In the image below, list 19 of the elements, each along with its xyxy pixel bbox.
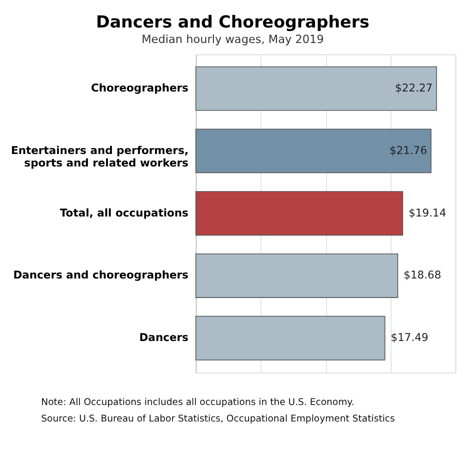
y-tick-label: Dancers and choreographers — [13, 268, 188, 282]
source-note: Source: U.S. Bureau of Labor Statistics, Occupational Employment Statistics — [41, 413, 396, 424]
data-label: $17.49 — [390, 331, 429, 344]
bar — [195, 316, 386, 360]
y-tick-label: Dancers — [139, 331, 188, 344]
bar — [195, 254, 398, 298]
y-tick-label: Entertainers and performers, sports and related workers — [10, 144, 188, 170]
data-label: $21.76 — [389, 144, 428, 157]
text: Note: All Occupations includes all occupations in the U.S. Economy. — [41, 396, 354, 408]
data-label: $18.68 — [404, 268, 442, 282]
bar — [195, 66, 437, 111]
data-label: $19.14 — [408, 206, 446, 220]
y-tick-label: Total, all occupations — [60, 206, 188, 220]
data-label: $22.27 — [395, 82, 433, 95]
chart-title: Dancers and Choreographers — [96, 12, 370, 32]
chart-subtitle: Median hourly wages, May 2019 — [142, 32, 324, 46]
y-tick-label: Choreographers — [90, 82, 188, 95]
bar — [195, 128, 432, 174]
bar — [195, 191, 404, 236]
